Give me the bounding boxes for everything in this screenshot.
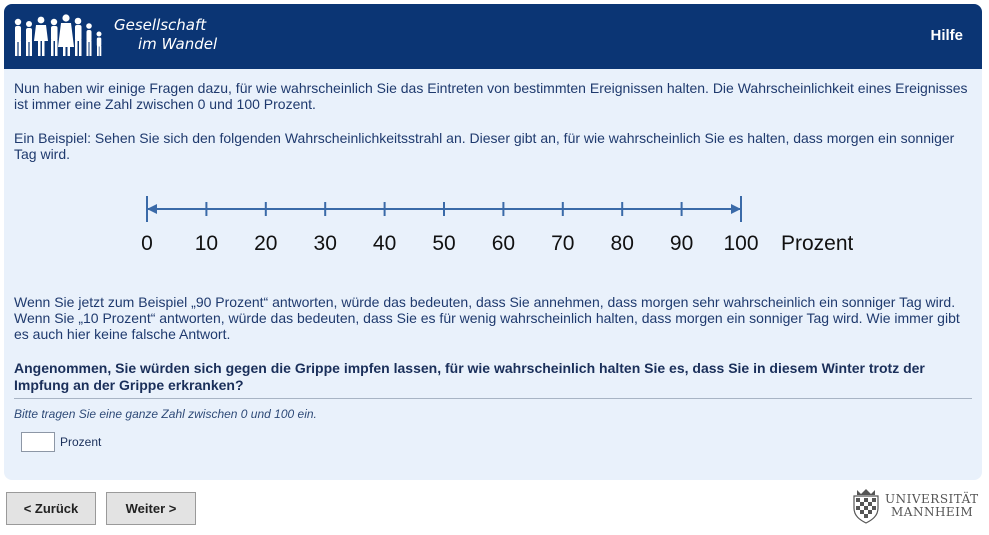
scale-unit-label: Prozent bbox=[781, 232, 853, 255]
question-text: Angenommen, Sie würden sich gegen die Gr… bbox=[14, 360, 925, 393]
scale-arrow-left bbox=[147, 204, 157, 214]
help-link[interactable]: Hilfe bbox=[930, 27, 963, 44]
scale-tick-label: 100 bbox=[723, 232, 758, 255]
probability-scale: 0 10 20 30 40 50 60 70 80 90 100 Prozent bbox=[141, 196, 853, 255]
scale-tick-label: 70 bbox=[551, 232, 574, 255]
university-logo: UNIVERSITÄT MANNHEIM bbox=[851, 488, 985, 526]
scale-tick-label: 10 bbox=[195, 232, 218, 255]
scale-tick-label: 40 bbox=[373, 232, 396, 255]
percent-input[interactable] bbox=[21, 432, 55, 452]
back-button[interactable]: < Zurück bbox=[6, 492, 96, 525]
brand-title: Gesellschaft im Wandel bbox=[114, 16, 217, 54]
brand-line-2: im Wandel bbox=[138, 35, 218, 53]
scale-tick-label: 30 bbox=[314, 232, 337, 255]
intro-paragraph-1: Nun haben wir einige Fragen dazu, für wi… bbox=[14, 80, 968, 112]
divider bbox=[14, 398, 972, 399]
scale-tick-label: 20 bbox=[254, 232, 277, 255]
university-line-1: UNIVERSITÄT bbox=[885, 492, 979, 506]
answer-row: Prozent bbox=[21, 432, 101, 452]
people-silhouettes-icon bbox=[14, 14, 102, 56]
brand-line-1: Gesellschaft bbox=[114, 16, 207, 34]
header-bar: Gesellschaft im Wandel Hilfe bbox=[4, 4, 982, 69]
scale-tick-label: 90 bbox=[670, 232, 693, 255]
scale-tick-label: 60 bbox=[492, 232, 515, 255]
next-button[interactable]: Weiter > bbox=[106, 492, 196, 525]
university-name: UNIVERSITÄT MANNHEIM bbox=[885, 493, 979, 519]
scale-tick-label: 80 bbox=[611, 232, 634, 255]
university-crest-icon bbox=[853, 489, 879, 524]
percent-unit-label: Prozent bbox=[60, 435, 102, 449]
answer-hint: Bitte tragen Sie eine ganze Zahl zwische… bbox=[14, 407, 317, 421]
scale-tick-label: 50 bbox=[432, 232, 455, 255]
scale-arrow-right bbox=[731, 204, 741, 214]
university-line-2: MANNHEIM bbox=[891, 505, 974, 519]
survey-panel: Gesellschaft im Wandel Hilfe Nun haben w… bbox=[4, 4, 982, 480]
intro-paragraph-2: Ein Beispiel: Sehen Sie sich den folgend… bbox=[14, 130, 955, 162]
scale-tick-label: 0 bbox=[141, 232, 153, 255]
intro-paragraph-3: Wenn Sie jetzt zum Beispiel „90 Prozent“… bbox=[14, 294, 960, 342]
